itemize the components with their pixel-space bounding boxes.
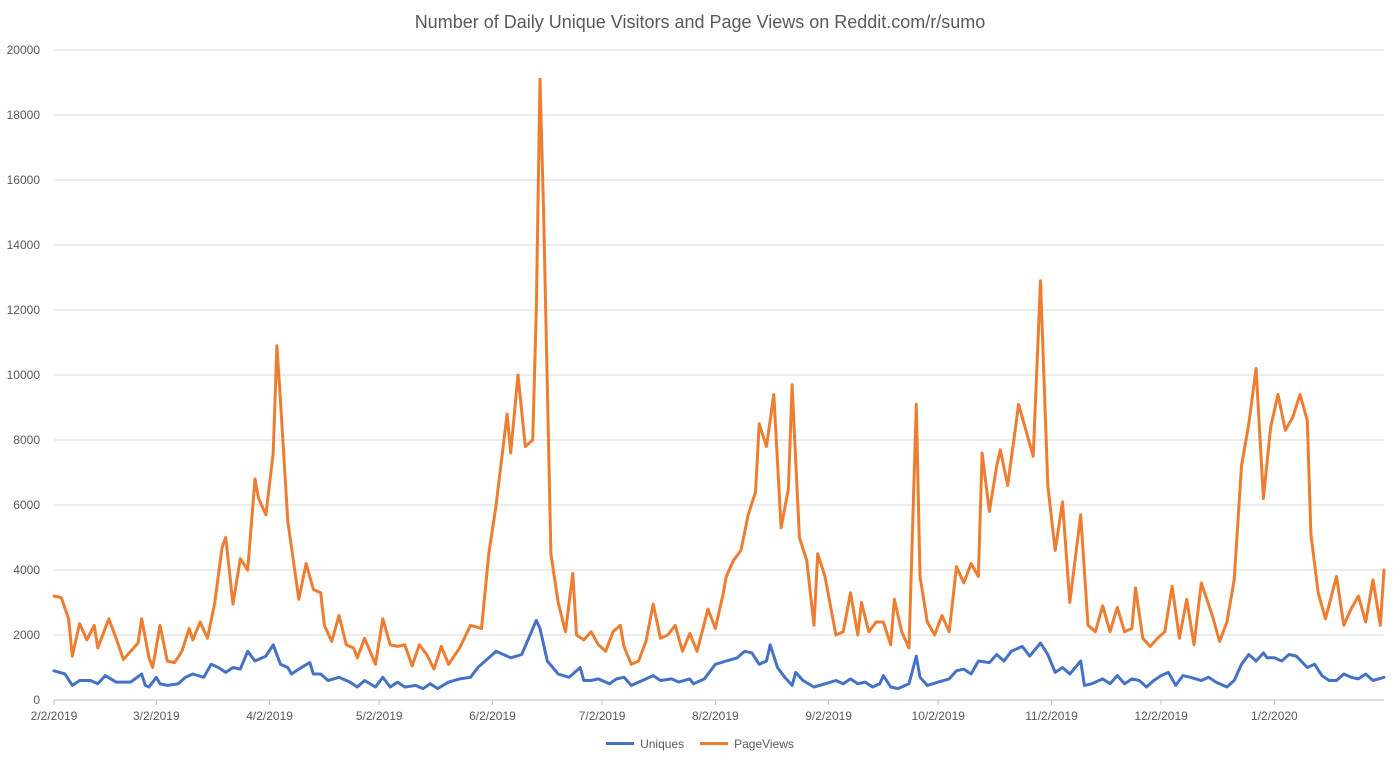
x-tick-label: 6/2/2019 xyxy=(469,709,516,723)
x-tick-label: 8/2/2019 xyxy=(692,709,739,723)
x-tick-label: 1/2/2020 xyxy=(1251,709,1298,723)
gridlines xyxy=(54,49,1384,701)
x-tick-label: 5/2/2019 xyxy=(356,709,403,723)
y-tick-label: 16000 xyxy=(7,173,41,187)
y-tick-label: 18000 xyxy=(7,108,41,122)
legend-label: PageViews xyxy=(734,736,794,751)
y-tick-label: 12000 xyxy=(7,303,41,317)
x-tick-label: 10/2/2019 xyxy=(912,709,966,723)
legend: Uniques PageViews xyxy=(0,734,1400,751)
legend-item-pageviews: PageViews xyxy=(700,737,794,751)
x-tick-label: 4/2/2019 xyxy=(246,709,293,723)
series-line-pageviews xyxy=(52,77,1386,671)
x-tick-label: 9/2/2019 xyxy=(805,709,852,723)
y-tick-label: 0 xyxy=(33,693,40,707)
y-tick-label: 14000 xyxy=(7,238,41,252)
y-tick-label: 6000 xyxy=(13,498,40,512)
x-tick-label: 2/2/2019 xyxy=(31,709,78,723)
legend-swatch xyxy=(606,742,635,745)
legend-item-uniques: Uniques xyxy=(606,737,684,751)
x-axis-ticks: 2/2/2019 3/2/2019 4/2/2019 5/2/2019 6/2/2019… xyxy=(31,700,1298,723)
legend-label: Uniques xyxy=(640,736,685,751)
legend-swatch xyxy=(700,742,729,745)
y-tick-label: 2000 xyxy=(13,628,40,642)
x-tick-label: 12/2/2019 xyxy=(1134,709,1188,723)
y-axis-ticks: 0 2000 4000 6000 8000 10000 12000 14000 16000 180… xyxy=(7,43,41,707)
y-tick-label: 20000 xyxy=(7,43,41,57)
series-line-uniques xyxy=(52,618,1386,691)
x-tick-label: 7/2/2019 xyxy=(579,709,626,723)
y-tick-label: 8000 xyxy=(13,433,40,447)
x-tick-label: 3/2/2019 xyxy=(133,709,180,723)
y-tick-label: 10000 xyxy=(7,368,41,382)
chart-title: Number of Daily Unique Visitors and Page… xyxy=(414,12,986,32)
x-tick-label: 11/2/2019 xyxy=(1025,709,1078,723)
series-lines xyxy=(52,77,1386,691)
y-tick-label: 4000 xyxy=(13,563,40,577)
